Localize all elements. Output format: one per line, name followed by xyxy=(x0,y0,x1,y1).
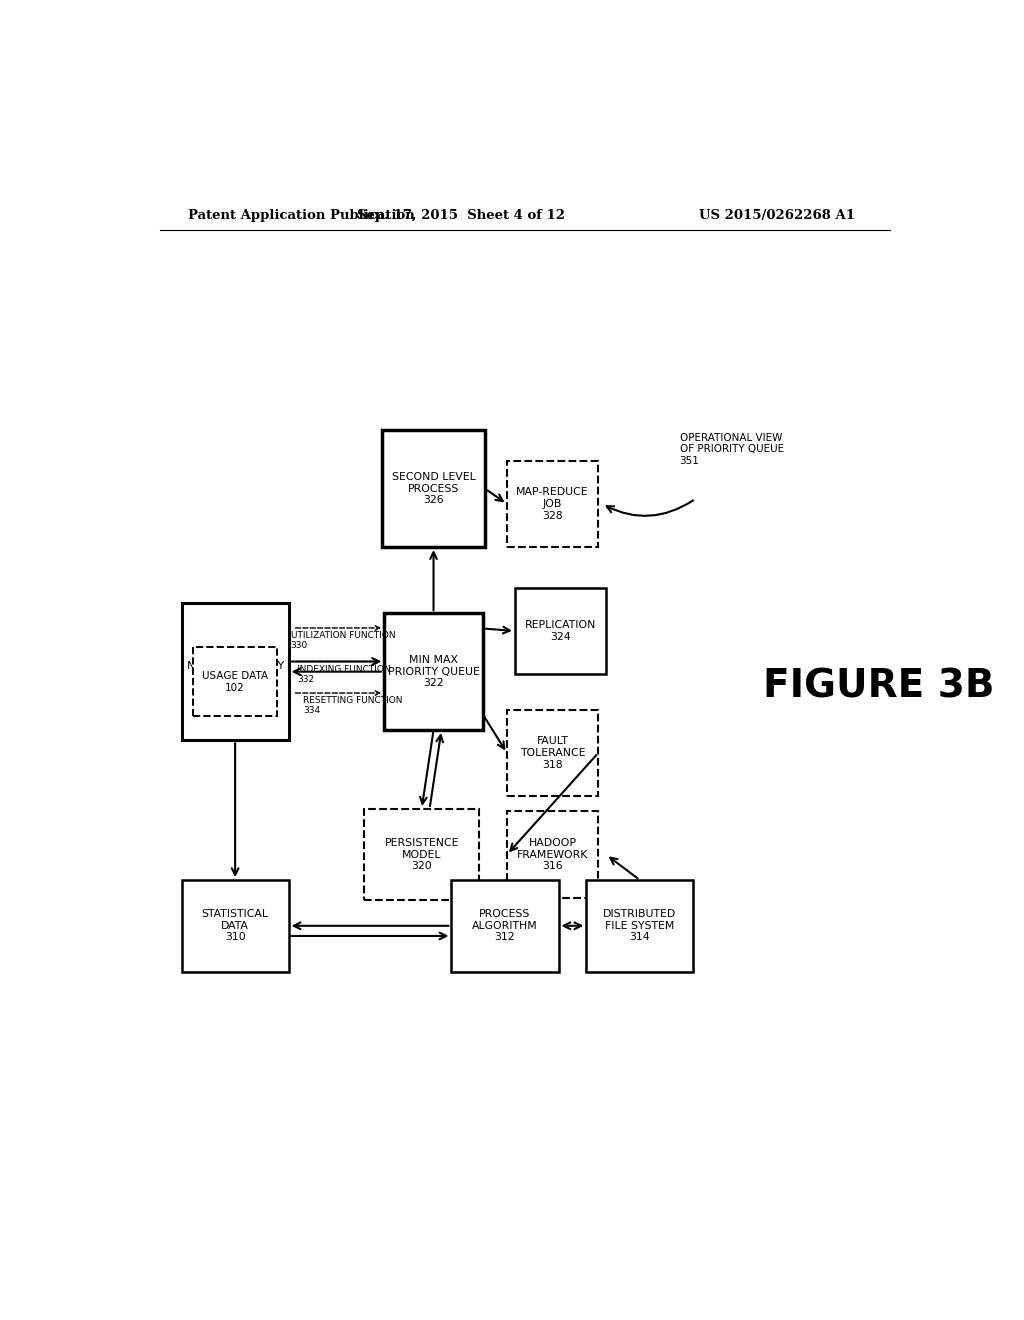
Text: REPLICATION
324: REPLICATION 324 xyxy=(525,620,596,642)
Text: RESETTING FUNCTION
334: RESETTING FUNCTION 334 xyxy=(303,696,402,715)
Text: UTILIZATION FUNCTION
330: UTILIZATION FUNCTION 330 xyxy=(291,631,395,651)
Bar xyxy=(365,809,479,900)
Text: US 2015/0262268 A1: US 2015/0262268 A1 xyxy=(699,209,855,222)
Text: OPERATIONAL VIEW
OF PRIORITY QUEUE
351: OPERATIONAL VIEW OF PRIORITY QUEUE 351 xyxy=(680,433,783,466)
Text: PROCESS
ALGORITHM
312: PROCESS ALGORITHM 312 xyxy=(472,909,538,942)
Text: STATISTICAL
DATA
310: STATISTICAL DATA 310 xyxy=(202,909,268,942)
Text: FIGURE 3B: FIGURE 3B xyxy=(763,668,994,706)
Bar xyxy=(452,880,558,972)
Bar xyxy=(181,880,289,972)
Text: USAGE DATA
102: USAGE DATA 102 xyxy=(202,671,268,693)
Bar xyxy=(384,614,483,730)
Text: DISTRIBUTED
FILE SYSTEM
314: DISTRIBUTED FILE SYSTEM 314 xyxy=(603,909,677,942)
Bar xyxy=(507,812,598,898)
Text: Sep. 17, 2015  Sheet 4 of 12: Sep. 17, 2015 Sheet 4 of 12 xyxy=(357,209,565,222)
Bar xyxy=(382,430,485,548)
Bar xyxy=(587,880,693,972)
Bar xyxy=(507,461,598,548)
Text: HADOOP
FRAMEWORK
316: HADOOP FRAMEWORK 316 xyxy=(517,838,588,871)
Text: MIN MAX
PRIORITY QUEUE
322: MIN MAX PRIORITY QUEUE 322 xyxy=(388,655,479,688)
Bar xyxy=(507,710,598,796)
Bar xyxy=(194,647,276,717)
Bar xyxy=(515,587,606,675)
Text: Patent Application Publication: Patent Application Publication xyxy=(187,209,415,222)
Text: INDEXING FUNCTION
332: INDEXING FUNCTION 332 xyxy=(297,664,391,684)
Text: NETWORK ENTITY
104: NETWORK ENTITY 104 xyxy=(186,661,284,682)
Bar xyxy=(181,603,289,741)
Text: MAP-REDUCE
JOB
328: MAP-REDUCE JOB 328 xyxy=(516,487,589,520)
Text: SECOND LEVEL
PROCESS
326: SECOND LEVEL PROCESS 326 xyxy=(391,473,475,506)
Text: PERSISTENCE
MODEL
320: PERSISTENCE MODEL 320 xyxy=(384,838,459,871)
Text: FAULT
TOLERANCE
318: FAULT TOLERANCE 318 xyxy=(520,737,586,770)
